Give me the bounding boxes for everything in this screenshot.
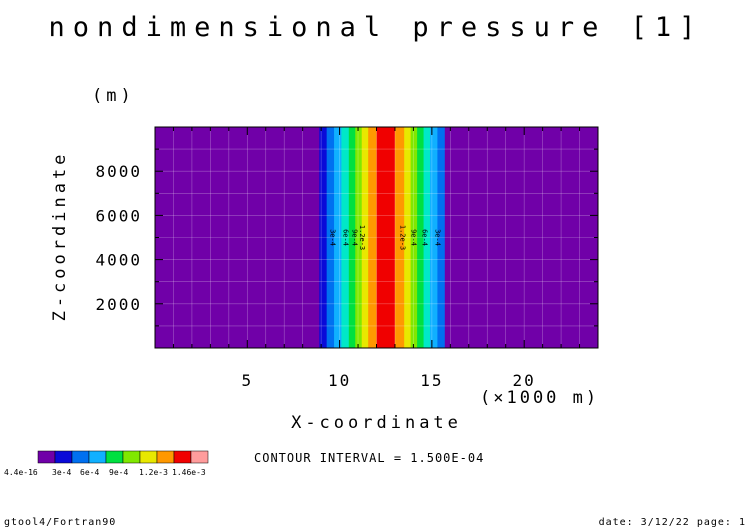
contour-band — [319, 127, 328, 348]
contour-band — [355, 127, 363, 348]
contour-band — [326, 127, 335, 348]
y-unit-label: (m) — [92, 86, 135, 106]
colorbar-swatch — [105, 450, 124, 464]
colorbar-label: 9e-4 — [109, 468, 128, 477]
contour-band — [437, 127, 446, 348]
grid-lines — [155, 127, 598, 348]
x-tick-label: 10 — [328, 371, 351, 390]
colorbar-swatch — [139, 450, 158, 464]
contour-band — [444, 127, 599, 348]
contour-interval-text: CONTOUR INTERVAL = 1.500E-04 — [254, 451, 485, 465]
contour-band — [155, 127, 320, 348]
colorbar-swatch — [156, 450, 175, 464]
contour-label: 1.2e-3 — [358, 225, 366, 250]
colorbar-swatch — [190, 450, 209, 464]
contour-band — [423, 127, 431, 348]
y-tick-label: 6000 — [95, 206, 142, 225]
contour-band — [348, 127, 356, 348]
contour-label: 6e-4 — [421, 229, 429, 246]
footer-program-label: gtool4/Fortran90 — [4, 517, 117, 528]
colorbar-label: 4.4e-16 — [4, 468, 38, 477]
y-tick-label: 8000 — [95, 162, 142, 181]
contour-band — [410, 127, 418, 348]
x-axis-label: X-coordinate — [291, 413, 462, 433]
contour-band — [394, 127, 405, 348]
contour-label: 3e-4 — [434, 229, 442, 246]
colorbar-swatch — [122, 450, 141, 464]
contour-label: 3e-4 — [328, 229, 336, 246]
contour-label: 9e-4 — [351, 229, 359, 246]
x-tick-label: 5 — [241, 371, 253, 390]
footer-date-page-label: date: 3/12/22 page: 1 — [598, 517, 746, 528]
colorbar-swatch — [71, 450, 90, 464]
axis-ticks: 5 10 15 20 2000 4000 6000 8000 — [95, 127, 598, 390]
colorbar: 4.4e-16 3e-4 6e-4 9e-4 1.2e-3 1.46e-3 — [4, 450, 209, 477]
contour-band — [376, 127, 396, 348]
contour-band — [368, 127, 377, 348]
y-tick-label: 4000 — [95, 251, 142, 270]
colorbar-label: 3e-4 — [52, 468, 71, 477]
contour-band — [417, 127, 425, 348]
x-unit-label: (×1000 m) — [480, 388, 600, 408]
colorbar-label: 6e-4 — [80, 468, 99, 477]
x-tick-label: 20 — [513, 371, 536, 390]
contour-labels: 3e-4 6e-4 9e-4 1.2e-3 1.2e-3 9e-4 6e-4 3e-4 — [328, 225, 441, 250]
contour-bands — [155, 127, 599, 348]
chart-title: nondimensional pressure [1] — [48, 12, 704, 43]
colorbar-swatch — [88, 450, 107, 464]
contour-label: 1.2e-3 — [398, 225, 406, 250]
contour-band — [430, 127, 438, 348]
contour-band — [341, 127, 350, 348]
y-tick-label: 2000 — [95, 295, 142, 314]
colorbar-swatch — [173, 450, 192, 464]
colorbar-label: 1.2e-3 — [139, 468, 168, 477]
contour-band — [404, 127, 412, 348]
contour-band — [361, 127, 369, 348]
contour-band — [334, 127, 342, 348]
contour-label: 9e-4 — [410, 229, 418, 246]
colorbar-swatch — [37, 450, 56, 464]
colorbar-swatch — [54, 450, 73, 464]
x-tick-label: 15 — [420, 371, 443, 390]
contour-label: 6e-4 — [341, 229, 349, 246]
colorbar-label: 1.46e-3 — [172, 468, 206, 477]
